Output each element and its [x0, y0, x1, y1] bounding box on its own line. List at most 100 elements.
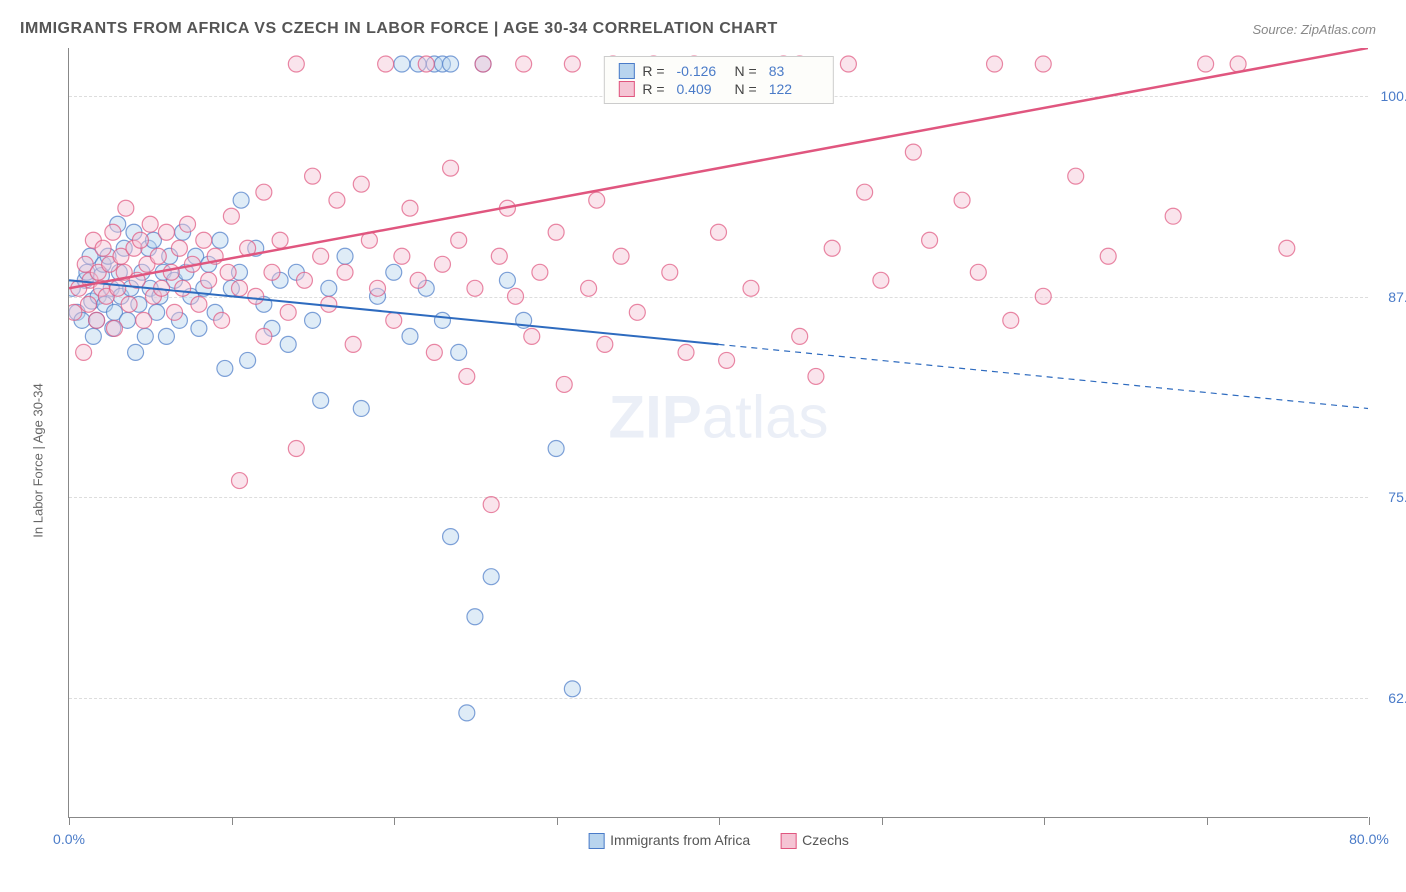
- scatter-point: [873, 272, 889, 288]
- scatter-point: [1035, 288, 1051, 304]
- legend-item: Czechs: [780, 832, 849, 849]
- scatter-point: [451, 232, 467, 248]
- scatter-point: [231, 473, 247, 489]
- scatter-point: [288, 56, 304, 72]
- scatter-point: [743, 280, 759, 296]
- scatter-point: [564, 56, 580, 72]
- scatter-point: [106, 320, 122, 336]
- scatter-point: [483, 569, 499, 585]
- scatter-point: [256, 328, 272, 344]
- scatter-point: [516, 56, 532, 72]
- scatter-point: [256, 184, 272, 200]
- scatter-point: [548, 441, 564, 457]
- scatter-point: [163, 264, 179, 280]
- scatter-point: [589, 192, 605, 208]
- scatter-point: [69, 304, 82, 320]
- source-label: Source: ZipAtlas.com: [1252, 22, 1376, 37]
- stat-label: N =: [735, 81, 757, 97]
- scatter-point: [196, 232, 212, 248]
- stat-label: R =: [642, 63, 664, 79]
- scatter-svg: [69, 48, 1368, 817]
- scatter-point: [248, 288, 264, 304]
- scatter-point: [402, 328, 418, 344]
- scatter-point: [418, 56, 434, 72]
- xtick: [1044, 817, 1045, 825]
- scatter-point: [451, 344, 467, 360]
- scatter-point: [201, 272, 217, 288]
- scatter-point: [1035, 56, 1051, 72]
- scatter-point: [214, 312, 230, 328]
- scatter-point: [171, 240, 187, 256]
- scatter-point: [564, 681, 580, 697]
- scatter-point: [158, 224, 174, 240]
- scatter-point: [410, 272, 426, 288]
- scatter-point: [180, 216, 196, 232]
- scatter-point: [150, 248, 166, 264]
- scatter-point: [792, 328, 808, 344]
- xtick-label: 80.0%: [1349, 831, 1389, 847]
- scatter-point: [840, 56, 856, 72]
- scatter-point: [353, 400, 369, 416]
- legend-swatch: [588, 833, 604, 849]
- scatter-point: [345, 336, 361, 352]
- xtick: [557, 817, 558, 825]
- scatter-point: [1165, 208, 1181, 224]
- scatter-point: [85, 328, 101, 344]
- scatter-point: [191, 296, 207, 312]
- series-legend: Immigrants from Africa Czechs: [588, 832, 849, 849]
- scatter-point: [475, 56, 491, 72]
- scatter-point: [313, 392, 329, 408]
- scatter-point: [105, 224, 121, 240]
- scatter-point: [128, 344, 144, 360]
- scatter-point: [231, 280, 247, 296]
- scatter-point: [264, 264, 280, 280]
- chart-area: In Labor Force | Age 30-34 ZIPatlas R =-…: [50, 48, 1400, 858]
- xtick: [1369, 817, 1370, 825]
- scatter-point: [954, 192, 970, 208]
- scatter-point: [987, 56, 1003, 72]
- legend-swatch: [780, 833, 796, 849]
- legend-swatch: [618, 81, 634, 97]
- scatter-point: [499, 272, 515, 288]
- scatter-point: [491, 248, 507, 264]
- scatter-point: [305, 312, 321, 328]
- scatter-point: [808, 368, 824, 384]
- r-value: -0.126: [677, 63, 727, 79]
- stat-label: N =: [735, 63, 757, 79]
- scatter-point: [443, 529, 459, 545]
- scatter-point: [212, 232, 228, 248]
- r-value: 0.409: [677, 81, 727, 97]
- xtick: [394, 817, 395, 825]
- scatter-point: [167, 304, 183, 320]
- plot-area: ZIPatlas R =-0.126 N =83 R =0.409 N =122…: [68, 48, 1368, 818]
- scatter-point: [459, 368, 475, 384]
- scatter-point: [467, 280, 483, 296]
- scatter-point: [857, 184, 873, 200]
- ytick-label: 75.0%: [1388, 489, 1406, 505]
- legend-label: Immigrants from Africa: [610, 832, 750, 848]
- scatter-point: [175, 280, 191, 296]
- scatter-point: [370, 280, 386, 296]
- n-value: 122: [769, 81, 819, 97]
- scatter-point: [905, 144, 921, 160]
- stats-legend-row: R =-0.126 N =83: [618, 63, 818, 79]
- scatter-point: [321, 296, 337, 312]
- scatter-point: [434, 312, 450, 328]
- scatter-point: [142, 216, 158, 232]
- scatter-point: [1279, 240, 1295, 256]
- xtick-label: 0.0%: [53, 831, 85, 847]
- scatter-point: [678, 344, 694, 360]
- scatter-point: [719, 352, 735, 368]
- scatter-point: [296, 272, 312, 288]
- scatter-point: [76, 344, 92, 360]
- scatter-point: [443, 160, 459, 176]
- scatter-point: [110, 280, 126, 296]
- scatter-point: [386, 312, 402, 328]
- scatter-point: [121, 296, 137, 312]
- scatter-point: [280, 304, 296, 320]
- xtick: [1207, 817, 1208, 825]
- scatter-point: [272, 232, 288, 248]
- scatter-point: [508, 288, 524, 304]
- scatter-point: [581, 280, 597, 296]
- scatter-point: [89, 312, 105, 328]
